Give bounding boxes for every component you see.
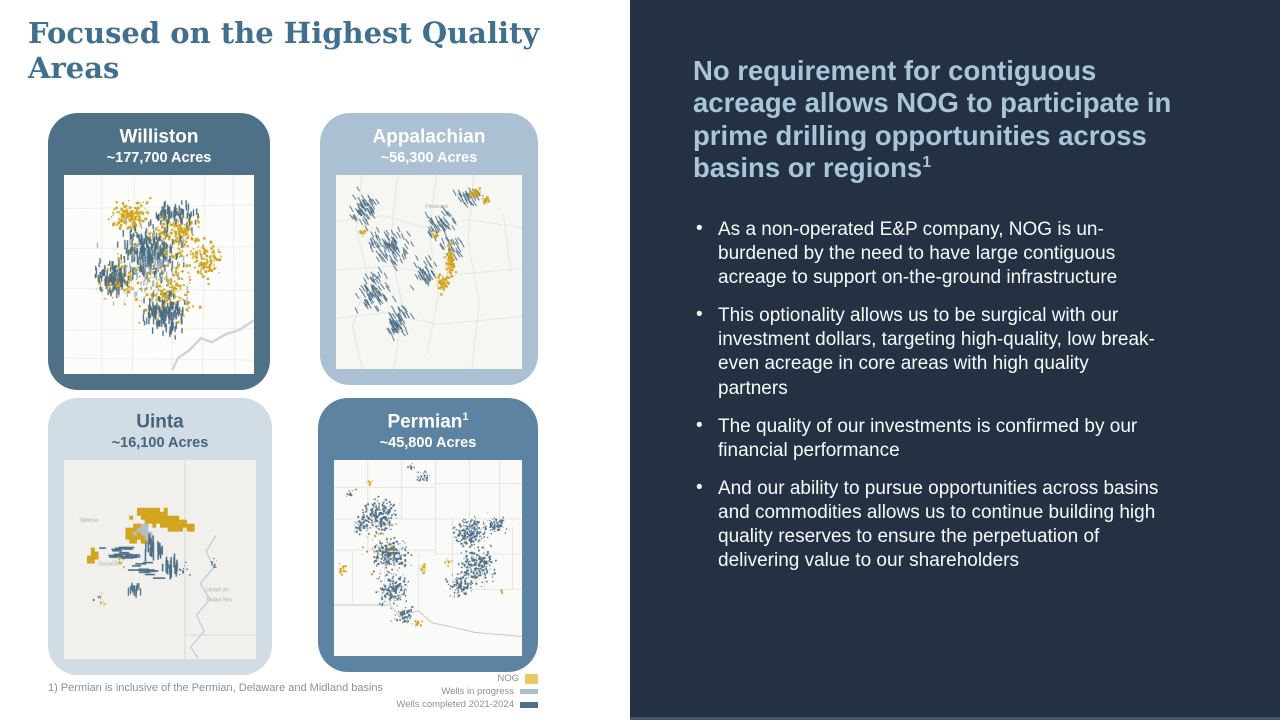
card-title-text: Williston	[119, 126, 199, 148]
legend-label: Wells in progress	[441, 686, 514, 697]
region-card-williston: Williston ~177,700 Acres	[48, 113, 270, 390]
card-acres: ~177,700 Acres	[106, 150, 212, 167]
card-title: Uinta	[48, 411, 272, 433]
map-frame	[334, 460, 522, 656]
card-acres: ~16,100 Acres	[111, 435, 209, 452]
page-title: Focused on the Highest Quality Areas	[28, 16, 540, 85]
bullet-item: As a non-operated E&P company, NOG is un…	[693, 217, 1228, 290]
appalachian-map	[336, 175, 522, 369]
uinta-map	[64, 460, 256, 659]
card-acres: ~45,800 Acres	[379, 435, 477, 452]
panel-headline: No requirement for contiguous acreage al…	[630, 0, 1280, 185]
region-card-appalachian: Appalachian ~56,300 Acres	[320, 113, 538, 385]
card-title: Permian1	[318, 411, 538, 433]
bullet-item: And our ability to pursue opportunities …	[693, 476, 1228, 574]
card-title-text: Uinta	[136, 411, 184, 433]
region-card-permian: Permian1 ~45,800 Acres	[318, 398, 538, 672]
bullet-list: As a non-operated E&P company, NOG is un…	[630, 217, 1280, 574]
legend-row: Wells in progress	[330, 686, 538, 697]
map-frame	[336, 175, 522, 369]
panel-headline-sup: 1	[922, 154, 932, 172]
card-title-text: Permian	[387, 411, 463, 433]
map-frame	[64, 175, 254, 374]
region-card-uinta: Uinta ~16,100 Acres	[48, 398, 272, 675]
permian-map	[334, 460, 522, 656]
legend-swatch-wells-in-progress	[520, 689, 538, 694]
legend-row: Wells completed 2021-2024	[330, 699, 538, 710]
left-section: Focused on the Highest Quality Areas Wil…	[0, 0, 630, 720]
card-title-sup: 1	[462, 411, 469, 423]
map-frame	[64, 460, 256, 659]
legend-label: Wells completed 2021-2024	[396, 699, 514, 710]
legend-row: NOG	[330, 673, 538, 684]
bullet-item: This optionality allows us to be surgica…	[693, 303, 1228, 401]
card-acres: ~56,300 Acres	[380, 150, 478, 167]
bullet-text: As a non-operated E&P company, NOG is un…	[718, 218, 1118, 288]
panel-headline-text: No requirement for contiguous acreage al…	[693, 55, 1172, 184]
bottom-accent-strip	[630, 717, 1280, 720]
williston-map	[64, 175, 254, 374]
legend-swatch-wells-completed	[520, 701, 538, 708]
bullet-item: The quality of our investments is confir…	[693, 414, 1228, 463]
footnote: 1) Permian is inclusive of the Permian, …	[48, 682, 384, 694]
map-legend: NOG Wells in progress Wells completed 20…	[330, 673, 538, 712]
card-title-text: Appalachian	[372, 126, 486, 148]
legend-label: NOG	[497, 673, 519, 684]
bullet-text: And our ability to pursue opportunities …	[718, 477, 1159, 572]
bullet-text: The quality of our investments is confir…	[718, 415, 1138, 461]
card-title: Appalachian	[320, 126, 538, 148]
legend-swatch-nog	[525, 673, 538, 684]
bullet-text: This optionality allows us to be surgica…	[718, 305, 1155, 399]
right-panel: No requirement for contiguous acreage al…	[630, 0, 1280, 720]
card-title: Williston	[48, 126, 270, 148]
